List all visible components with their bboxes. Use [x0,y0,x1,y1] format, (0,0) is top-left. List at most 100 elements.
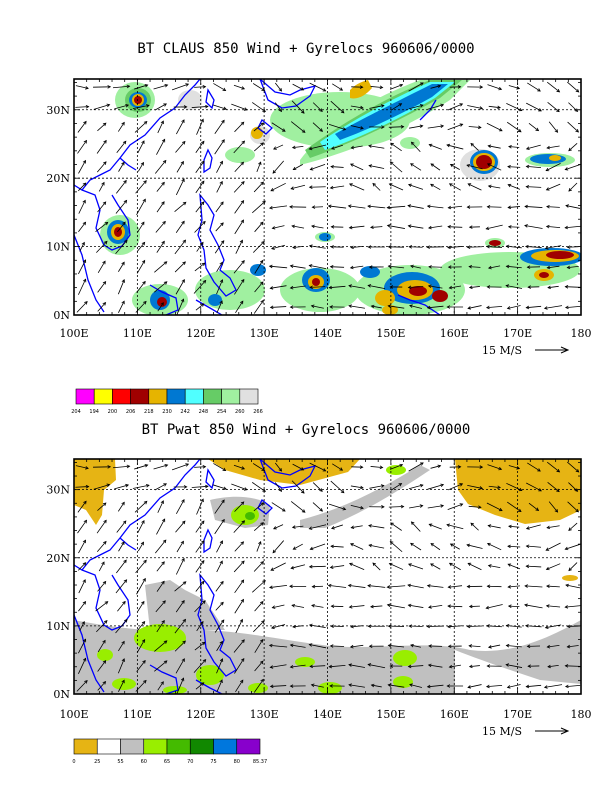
wind-vector [289,285,306,290]
wind-vector [390,522,402,531]
wind-vector [310,683,324,688]
wind-vector [447,585,463,589]
wind-vector [234,579,245,594]
wind-vector [408,462,424,472]
wind-vector [216,640,223,652]
wind-vector [253,620,265,633]
wind-vector [350,245,364,250]
wind-vector [329,644,345,648]
wind-vector [348,225,365,230]
x-tick-label: 180 [571,327,592,340]
wind-vector [154,539,167,554]
wind-vector [233,140,246,154]
wind-vector [253,561,264,572]
wind-vector [368,524,385,529]
wind-vector [351,465,364,469]
wind-vector [308,643,327,649]
wind-vector [407,224,424,229]
wind-vector [253,142,264,152]
wind-vector [154,281,168,293]
wind-vector [312,102,323,112]
wind-vector [272,160,285,174]
y-tick-label: 10N [46,241,70,254]
colorbar-label: 230 [162,409,172,415]
wind-vector [486,584,502,589]
wind-vector [350,624,364,629]
wind-vector [114,483,130,490]
wind-vector [527,664,540,668]
wind-vector [118,541,125,552]
colorbar-swatch [239,388,259,405]
wind-vector [370,304,382,309]
wind-vector [231,483,248,491]
wind-vector [564,543,581,551]
wind-vector [507,205,521,210]
wind-vector [308,564,326,569]
wind-vector [309,462,327,472]
wind-vector [545,542,561,551]
panel-2-reference-arrow [535,727,570,735]
wind-vector [565,583,581,589]
wind-vector [97,301,107,312]
panel-1-title: BT CLAUS 850 Wind + Gyrelocs 960606/0000 [137,41,475,57]
wind-vector [154,159,167,174]
wind-vector [214,119,225,134]
wind-vector [254,660,264,672]
wind-vector [175,220,185,233]
colorbar-swatch [236,738,261,755]
wind-vector [468,604,480,609]
wind-vector [194,262,206,272]
wind-vector [387,683,405,688]
wind-vector [270,562,286,571]
wind-vector [75,85,89,90]
x-tick-label: 170E [503,708,532,721]
wind-vector [351,85,364,89]
wind-vector [505,663,523,668]
wind-vector [545,224,561,229]
wind-vector [507,544,521,549]
wind-vector [329,305,345,309]
wind-vector [467,562,482,571]
wind-vector [486,244,502,249]
wind-vector [235,300,244,314]
wind-vector [233,560,245,573]
wind-vector [75,465,89,470]
wind-vector [426,584,444,588]
wind-vector [389,463,404,470]
wind-vector [331,144,343,150]
wind-vector [330,544,344,549]
wind-vector [328,503,347,511]
wind-vector [117,658,125,674]
wind-vector [507,563,521,570]
wind-vector [410,643,421,648]
wind-vector [214,240,225,254]
wind-vector [309,664,326,669]
wind-vector [196,241,204,252]
wind-vector [505,643,522,648]
wind-vector [213,83,227,91]
wind-vector [327,204,347,209]
wind-vector [78,562,87,571]
wind-vector [389,285,403,289]
wind-vector [528,502,540,511]
wind-vector [191,104,209,109]
wind-vector [117,121,125,132]
wind-vector [330,225,344,229]
wind-vector [311,604,324,608]
wind-vector [390,103,403,111]
wind-vector [526,265,541,269]
wind-vector [234,219,244,235]
wind-vector [564,664,581,668]
wind-vector [271,225,285,230]
wind-vector [369,505,385,509]
wind-vector [98,181,105,192]
wind-vector [156,561,165,572]
wind-vector [446,684,464,688]
wind-vector [271,624,286,630]
wind-vector [270,182,286,192]
wind-vector [386,224,405,229]
panel-1-coastlines [74,79,441,315]
wind-vector [407,664,424,669]
wind-vector [543,684,563,689]
wind-vector [546,145,560,150]
